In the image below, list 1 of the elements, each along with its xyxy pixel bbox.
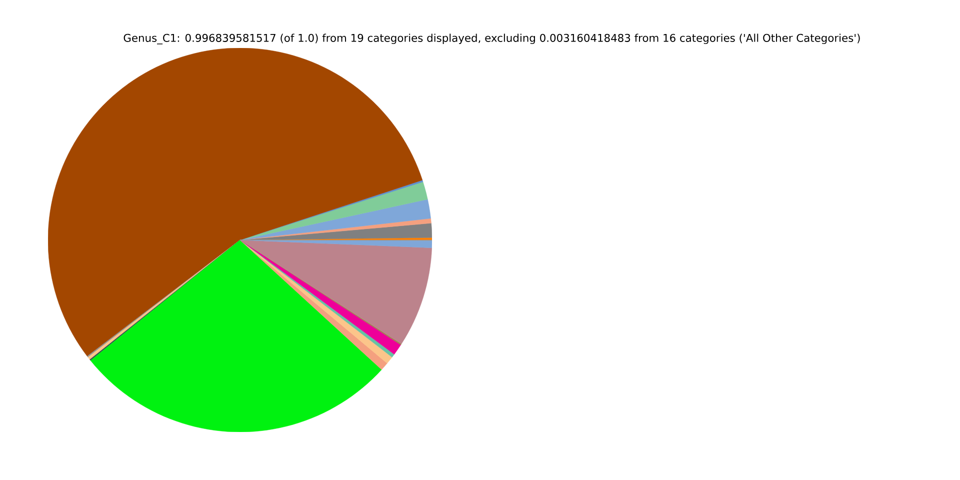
text: Genus_C1: 0.996839581517 (of 1.0) from 19 categories displayed, excluding 0.003160418483 from 16 categories ('All Other Categories'): [124, 34, 860, 44]
